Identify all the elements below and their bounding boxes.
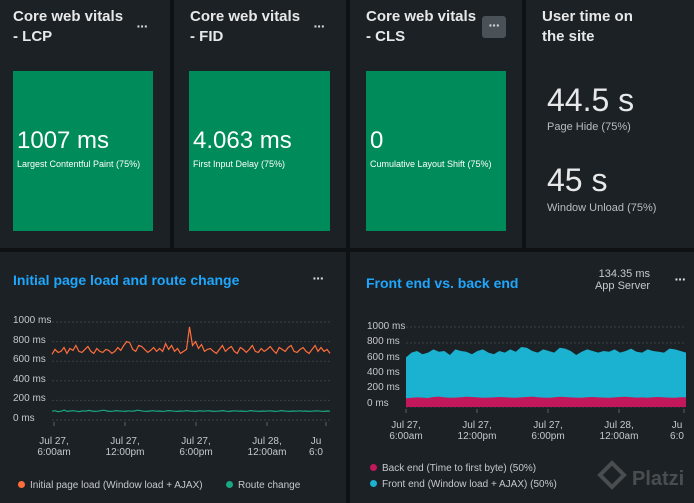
page-load-chart-plot[interactable] [0,252,346,503]
series-line-0 [51,326,331,355]
y-tick-label: 800 ms [13,335,46,346]
y-tick-label: 400 ms [367,367,400,378]
y-tick-label: 600 ms [367,352,400,363]
x-tick-label: Jul 27, 6:00pm [531,420,565,442]
x-tick-label: Jul 27, 12:00pm [105,436,145,458]
fid-tile[interactable]: 4.063 ms First Input Delay (75%) [189,71,330,231]
lcp-title: Core web vitals - LCP [13,7,123,47]
y-tick-label: 600 ms [13,354,46,365]
cls-label: Cumulative Layout Shift (75%) [370,159,492,169]
page-load-panel: Initial page load and route change ··· 1… [0,252,346,503]
cls-title: Core web vitals - CLS [366,7,476,47]
x-tick-label: Jul 27, 12:00pm [457,420,497,442]
x-tick-label: Ju 6:0 [309,436,323,458]
fid-panel: Core web vitals - FID ··· 4.063 ms First… [174,0,346,248]
back-end-area [406,396,686,407]
lcp-menu-button[interactable]: ··· [136,18,149,34]
lcp-title-line2: - LCP [13,28,53,45]
page-hide-value: 44.5 s [547,82,635,118]
y-tick-label: 200 ms [367,382,400,393]
user-time-title-line2: the site [542,28,595,45]
lcp-panel: Core web vitals - LCP ··· 1007 ms Larges… [0,0,170,248]
fid-value: 4.063 ms [193,127,292,154]
x-tick-label: Jul 27, 6:00pm [179,436,213,458]
legend-swatch [370,480,377,487]
lcp-value: 1007 ms [17,127,110,154]
y-tick-label: 400 ms [13,374,46,385]
legend-swatch [370,464,377,471]
app-server-label: App Server [594,280,650,292]
user-time-title-line1: User time on [542,8,633,25]
cls-panel: Core web vitals - CLS ··· 0 Cumulative L… [350,0,522,248]
front-back-menu-button[interactable]: ··· [674,271,687,287]
cls-tile[interactable]: 0 Cumulative Layout Shift (75%) [366,71,506,231]
fid-title-line1: Core web vitals [190,8,301,25]
lcp-label: Largest Contentful Paint (75%) [17,159,141,169]
page-load-menu-button[interactable]: ··· [312,270,325,286]
platzi-logo-icon: Platzi [597,460,684,490]
series-line-1 [51,409,331,413]
user-time-panel: User time on the site 44.5 s Page Hide (… [526,0,694,248]
y-tick-label: 1000 ms [13,315,52,326]
x-tick-label: Jul 27, 6:00am [389,420,423,442]
legend-swatch [226,481,233,488]
front-end-area [406,347,686,407]
app-server-note: 134.35 ms App Server [595,268,650,292]
front-back-panel: Front end vs. back end 134.35 ms App Ser… [350,252,694,503]
lcp-tile[interactable]: 1007 ms Largest Contentful Paint (75%) [13,71,153,231]
y-tick-label: 800 ms [367,336,400,347]
window-unload-label: Window Unload (75%) [547,202,657,214]
x-tick-label: Ju 6:0 [670,420,684,442]
front-back-chart-title: Front end vs. back end [366,275,519,291]
y-tick-label: 0 ms [13,413,35,424]
app-server-value: 134.35 ms [598,268,650,280]
route-change-legend-item[interactable]: Route change [226,480,300,491]
svg-text:Platzi: Platzi [632,468,684,490]
fid-title: Core web vitals - FID [190,7,300,47]
legend-swatch [18,481,25,488]
user-time-title: User time on the site [542,7,633,47]
cls-menu-button[interactable]: ··· [482,16,506,38]
front-end-legend-item[interactable]: Front end (Window load + AJAX) (50%) [370,479,557,490]
cls-title-line2: - CLS [366,28,406,45]
back-end-legend-item[interactable]: Back end (Time to first byte) (50%) [370,463,536,474]
page-load-chart-title: Initial page load and route change [13,272,240,288]
page-hide-label: Page Hide (75%) [547,121,631,133]
lcp-title-line1: Core web vitals [13,8,124,25]
platzi-watermark-logo: Platzi [594,455,694,503]
page-load-legend-item[interactable]: Initial page load (Window load + AJAX) [18,480,203,491]
cls-title-line1: Core web vitals [366,8,477,25]
y-tick-label: 1000 ms [367,321,406,332]
fid-title-line2: - FID [190,28,224,45]
front-back-chart-plot[interactable] [350,252,694,503]
window-unload-value: 45 s [547,162,608,198]
x-tick-label: Jul 28, 12:00am [599,420,639,442]
x-tick-label: Jul 28, 12:00am [247,436,287,458]
x-tick-label: Jul 27, 6:00am [37,436,71,458]
y-tick-label: 0 ms [367,398,389,409]
fid-menu-button[interactable]: ··· [313,18,326,34]
fid-label: First Input Delay (75%) [193,159,286,169]
cls-value: 0 [370,127,384,154]
y-tick-label: 200 ms [13,393,46,404]
